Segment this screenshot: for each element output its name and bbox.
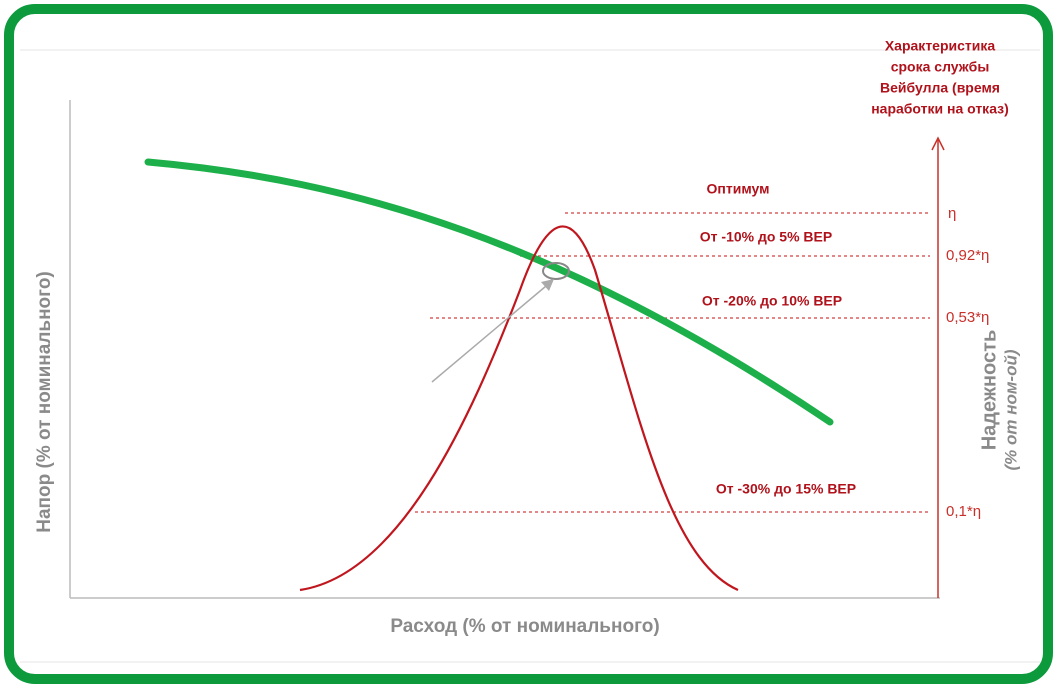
right-axis-label: Надежность: [978, 330, 1000, 451]
right-axis-sublabel: (% от ном-ой): [1001, 349, 1020, 470]
title-line: наработки на отказ): [871, 101, 1009, 117]
level-label: 0,1*η: [946, 503, 981, 520]
title-line: Характеристика: [885, 38, 996, 54]
pointer-arrow: [431, 280, 553, 383]
title-line: срока службы: [891, 59, 990, 75]
reliability-curve: [299, 225, 739, 592]
head-curve: [144, 158, 834, 426]
axis-arrow: [931, 136, 945, 151]
zone-label: От -30% до 15% BEP: [716, 481, 856, 497]
pointer-head: [541, 279, 554, 291]
level-label: 0,92*η: [946, 247, 989, 264]
title-line: Вейбулла (время: [880, 80, 1000, 96]
y-axis-label: Напор (% от номинального): [34, 271, 55, 533]
zone-label: От -10% до 5% BEP: [700, 229, 832, 245]
x-axis-label: Расход (% от номинального): [390, 616, 659, 637]
bep-marker: [542, 262, 570, 280]
level-label: η: [948, 205, 956, 222]
zone-label: Оптимум: [707, 181, 770, 197]
level-label: 0,53*η: [946, 309, 989, 326]
zone-label: От -20% до 10% BEP: [702, 293, 842, 309]
